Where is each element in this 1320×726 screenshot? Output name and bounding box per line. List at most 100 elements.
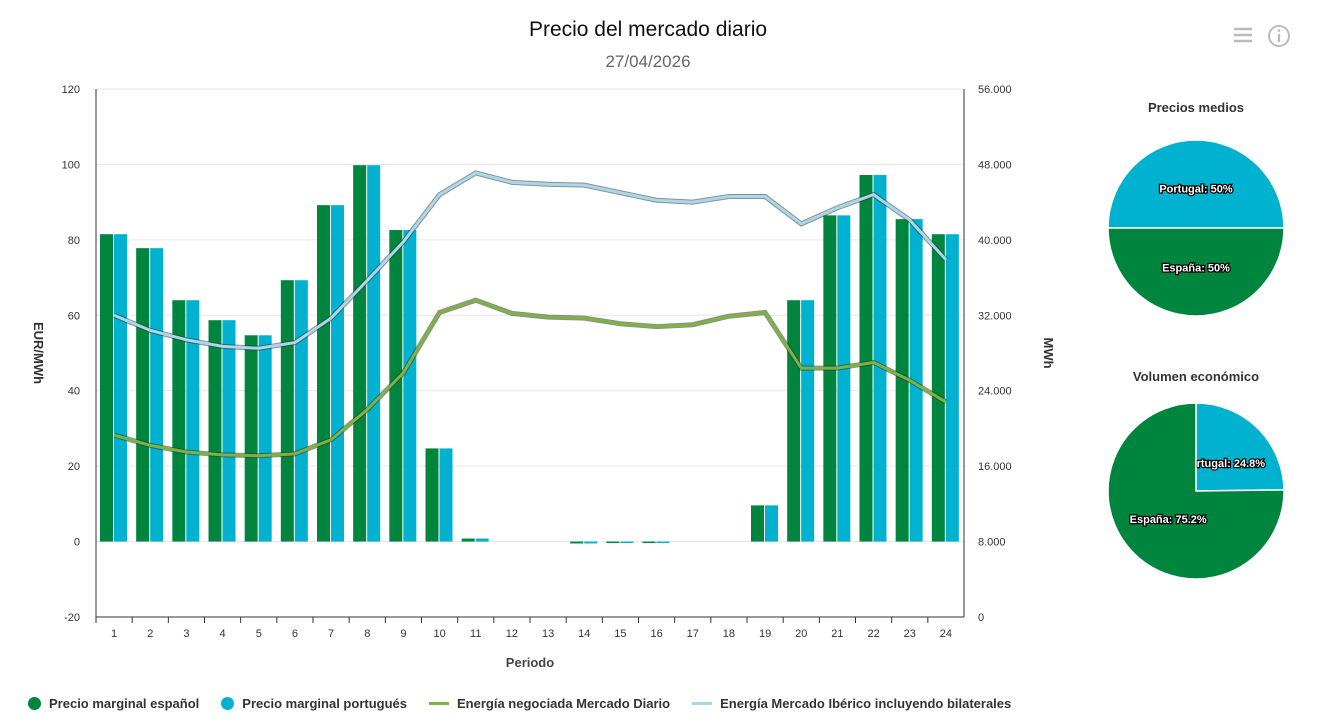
pie-slice-portugal <box>1195 402 1285 492</box>
bar-spain <box>751 505 764 542</box>
bar-portugal <box>656 541 670 544</box>
x-tick-label: 10 <box>433 628 445 640</box>
y2-axis-title: MWh <box>1041 337 1056 368</box>
line-energy-iberian-shadow <box>113 170 948 351</box>
x-tick-label: 20 <box>795 628 807 640</box>
pie-slice-spain <box>1107 227 1285 317</box>
bar-portugal <box>873 174 887 542</box>
bar-spain <box>570 541 584 544</box>
bar-spain <box>895 219 909 542</box>
y2-tick-label: 24.000 <box>978 386 1012 398</box>
bar-spain <box>859 174 873 542</box>
pie-slice-spain <box>1107 402 1285 580</box>
y-tick-label: -20 <box>64 612 80 624</box>
x-tick-label: 23 <box>904 628 916 640</box>
x-tick-label: 17 <box>687 628 699 640</box>
main-chart: 120100806040200-2056.00048.00040.00032.0… <box>31 84 1285 670</box>
bar-portugal <box>620 541 634 544</box>
legend-line-icon <box>692 702 713 705</box>
bar-portugal <box>150 248 164 542</box>
y-tick-label: 20 <box>68 461 80 473</box>
x-tick-label: 5 <box>256 628 262 640</box>
bar-portugal <box>331 205 344 542</box>
legend-item-spain-price[interactable]: Precio marginal español <box>28 696 199 711</box>
pie-label: Portugal: 50% <box>1159 183 1233 195</box>
bar-spain <box>244 335 258 542</box>
x-tick-label: 22 <box>867 628 879 640</box>
bar-portugal <box>837 215 851 542</box>
bar-spain <box>787 300 801 542</box>
legend-label: Precio marginal portugués <box>242 696 407 711</box>
y-tick-label: 120 <box>62 84 80 96</box>
pie-slice-portugal <box>1107 139 1285 229</box>
x-tick-label: 21 <box>831 628 843 640</box>
bar-portugal <box>584 541 598 544</box>
hamburger-menu-icon[interactable] <box>1232 24 1254 46</box>
y-tick-label: 0 <box>74 537 80 549</box>
x-tick-label: 16 <box>650 628 662 640</box>
y-tick-label: 60 <box>68 310 80 322</box>
x-tick-label: 11 <box>470 628 481 640</box>
bar-spain <box>317 205 330 542</box>
y2-tick-label: 8.000 <box>978 537 1006 549</box>
y2-tick-label: 40.000 <box>978 235 1012 247</box>
line-energy-daily-shadow <box>113 297 948 459</box>
y2-tick-label: 32.000 <box>978 310 1012 322</box>
bar-spain <box>280 280 294 542</box>
legend-item-energy-iberian[interactable]: Energía Mercado Ibérico incluyendo bilat… <box>692 696 1011 711</box>
x-tick-label: 3 <box>183 628 189 640</box>
x-tick-label: 1 <box>111 628 117 640</box>
x-tick-label: 9 <box>400 628 406 640</box>
x-tick-label: 8 <box>364 628 370 640</box>
legend-dot-icon <box>221 697 235 710</box>
bar-spain <box>353 165 367 542</box>
y-tick-label: 80 <box>68 235 80 247</box>
bar-portugal <box>439 448 453 542</box>
pie-label: España: 50% <box>1162 263 1230 275</box>
legend-item-energy-daily[interactable]: Energía negociada Mercado Diario <box>428 696 671 711</box>
bar-portugal <box>186 300 200 542</box>
pie-title: Volumen económico <box>1133 369 1259 384</box>
bar-portugal <box>294 280 308 542</box>
bar-spain <box>642 541 656 544</box>
legend: Precio marginal español Precio marginal … <box>28 696 1011 711</box>
x-tick-label: 24 <box>940 628 952 640</box>
bar-portugal <box>222 320 236 542</box>
bar-portugal <box>801 300 815 542</box>
bar-spain <box>100 234 113 542</box>
x-tick-label: 6 <box>292 628 298 640</box>
line-energy-iberian <box>113 171 948 350</box>
legend-dot-icon <box>28 697 41 710</box>
bar-portugal <box>258 335 272 542</box>
x-tick-label: 13 <box>542 628 554 640</box>
bar-portugal <box>909 219 923 542</box>
y-tick-label: 100 <box>62 159 80 171</box>
y2-tick-label: 56.000 <box>978 84 1012 96</box>
bar-spain <box>823 215 837 542</box>
y2-tick-label: 48.000 <box>978 159 1012 171</box>
x-tick-label: 12 <box>506 628 518 640</box>
y-tick-label: 40 <box>68 386 80 398</box>
bar-spain <box>425 448 439 542</box>
x-tick-label: 14 <box>578 628 590 640</box>
pie-label: Portugal: 24.8% <box>1183 458 1266 470</box>
bar-portugal <box>367 165 381 542</box>
chart-title: Precio del mercado diario <box>528 18 768 41</box>
y2-tick-label: 16.000 <box>978 461 1012 473</box>
pie-title: Precios medios <box>1148 100 1244 115</box>
info-circle-icon[interactable] <box>1267 24 1291 48</box>
bar-spain <box>461 538 475 542</box>
x-tick-label: 2 <box>147 628 153 640</box>
legend-label: Energía negociada Mercado Diario <box>456 696 671 711</box>
x-tick-label: 19 <box>759 628 771 640</box>
x-tick-label: 15 <box>614 628 626 640</box>
legend-line-icon <box>428 702 449 705</box>
bar-spain <box>136 248 150 542</box>
bar-spain <box>931 234 945 542</box>
x-tick-label: 7 <box>328 628 334 640</box>
legend-label: Precio marginal español <box>49 696 200 711</box>
legend-item-portugal-price[interactable]: Precio marginal portugués <box>221 696 407 711</box>
bar-spain <box>389 230 403 542</box>
x-tick-label: 4 <box>220 628 226 640</box>
chart-subtitle: 27/04/2026 <box>605 52 691 71</box>
